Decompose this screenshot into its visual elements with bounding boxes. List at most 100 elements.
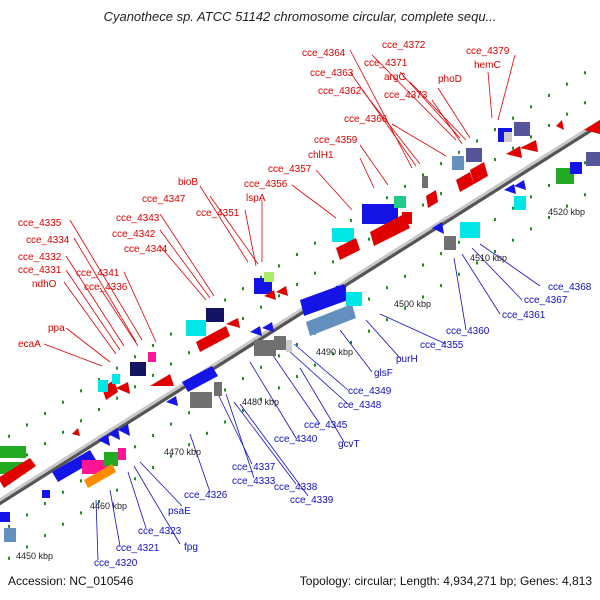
gene-label[interactable]: cce_4351 [196, 208, 240, 219]
leader-line [437, 87, 471, 139]
gene-arrow [584, 120, 600, 134]
gene-label[interactable]: cce_4345 [304, 420, 348, 431]
gene-label[interactable]: cce_4334 [26, 235, 70, 246]
scale-tick-label: 4510 kbp [470, 253, 507, 263]
leader-line [69, 219, 143, 341]
gene-label[interactable]: cce_4340 [274, 434, 318, 445]
label-leader-lines [43, 49, 541, 561]
gene-label[interactable]: argG [384, 72, 406, 83]
gene-label[interactable]: ecaA [18, 339, 41, 350]
gene-label[interactable]: cce_4326 [184, 490, 228, 501]
gene-label[interactable]: cce_4360 [446, 326, 490, 337]
gene-label[interactable]: cce_4321 [116, 543, 160, 554]
gene-label[interactable]: hemC [474, 60, 501, 71]
leader-line [431, 99, 463, 145]
tick-dot [548, 93, 550, 97]
gene-arrow [456, 172, 474, 192]
gene-label[interactable]: cce_4336 [84, 282, 128, 293]
gene-label[interactable]: glsF [374, 368, 393, 379]
gene-box [130, 362, 146, 376]
tick-dot [278, 264, 280, 268]
tick-dot [26, 453, 28, 457]
gene-label[interactable]: cce_4368 [548, 282, 592, 293]
tick-dot [422, 263, 424, 267]
tick-dot [188, 411, 190, 415]
gene-arrow [262, 322, 274, 332]
gene-label[interactable]: cce_4323 [138, 526, 182, 537]
tick-dot [260, 305, 262, 309]
gene-label[interactable]: cce_4320 [94, 558, 138, 569]
gene-label[interactable]: cce_4332 [18, 252, 62, 263]
gene-label[interactable]: cce_4339 [290, 495, 334, 506]
gene-label[interactable]: lspA [246, 193, 266, 204]
gene-label[interactable]: gcvT [338, 439, 360, 450]
gene-label[interactable]: cce_4347 [142, 194, 186, 205]
gene-label[interactable]: cce_4366 [344, 114, 388, 125]
gene-box [514, 122, 530, 136]
gene-label[interactable]: ppa [48, 323, 65, 334]
gene-label[interactable]: cce_4371 [364, 58, 408, 69]
gene-label[interactable]: ndhO [32, 279, 57, 290]
tick-dot [44, 534, 46, 538]
gene-label[interactable]: bioB [178, 177, 198, 188]
leader-line [159, 213, 215, 297]
leader-line [159, 245, 207, 301]
tick-dot [278, 354, 280, 358]
gene-box [4, 528, 16, 542]
leader-line [339, 329, 373, 373]
gene-box [332, 228, 354, 242]
gene-label[interactable]: cce_4359 [314, 135, 358, 146]
gene-label[interactable]: cce_4364 [302, 48, 346, 59]
gene-label[interactable]: cce_4338 [274, 482, 318, 493]
gene-label[interactable]: purH [396, 354, 418, 365]
gene-label[interactable]: cce_4344 [124, 244, 168, 255]
leader-line [233, 401, 297, 485]
gene-label[interactable]: cce_4337 [232, 462, 276, 473]
gene-box [186, 320, 206, 336]
gene-label[interactable]: cce_4341 [76, 268, 120, 279]
forward-labels: cce_4372 cce_4364 cce_4371 cce_4379 cce_… [18, 40, 510, 350]
tick-dot [458, 150, 460, 154]
gene-label[interactable]: cce_4372 [382, 40, 426, 51]
gene-label[interactable]: fpg [184, 542, 198, 553]
tick-dot [170, 332, 172, 336]
gene-label[interactable]: cce_4373 [384, 90, 428, 101]
gene-label[interactable]: phoD [438, 74, 462, 85]
leader-line [293, 343, 349, 391]
tick-dot [80, 511, 82, 515]
tick-dot [368, 329, 370, 333]
gene-label[interactable]: cce_4333 [232, 476, 276, 487]
leader-line [379, 313, 447, 345]
gene-label[interactable]: cce_4348 [338, 400, 382, 411]
leader-line [213, 385, 253, 465]
scale-tick-label: 4470 kbp [164, 447, 201, 457]
leader-line [133, 465, 181, 545]
gene-box [42, 490, 50, 498]
gene-label[interactable]: cce_4355 [420, 340, 464, 351]
gene-box [452, 156, 464, 170]
accession-text: Accession: NC_010546 [8, 574, 134, 588]
gene-label[interactable]: cce_4331 [18, 265, 62, 276]
leader-line [349, 71, 417, 167]
gene-label[interactable]: cce_4356 [244, 179, 288, 190]
gene-label[interactable]: cce_4343 [116, 213, 160, 224]
gene-label[interactable]: cce_4362 [318, 86, 362, 97]
gene-label[interactable]: cce_4349 [348, 386, 392, 397]
gene-label[interactable]: cce_4363 [310, 68, 354, 79]
leader-line [95, 499, 99, 561]
tick-dot [62, 400, 64, 404]
gene-box [190, 392, 212, 408]
tick-dot [386, 318, 388, 322]
gene-label[interactable]: cce_4379 [466, 46, 510, 57]
gene-arrow [102, 380, 118, 400]
gene-label[interactable]: cce_4361 [502, 310, 546, 321]
gene-label[interactable]: chlH1 [308, 150, 334, 161]
gene-label[interactable]: cce_4335 [18, 218, 62, 229]
gene-label[interactable]: cce_4357 [268, 164, 312, 175]
gene-arrow [370, 214, 410, 246]
gene-arrow [250, 326, 262, 336]
gene-label[interactable]: cce_4342 [112, 229, 156, 240]
tick-dot [422, 173, 424, 177]
gene-label[interactable]: cce_4367 [524, 295, 568, 306]
gene-label[interactable]: psaE [168, 506, 191, 517]
